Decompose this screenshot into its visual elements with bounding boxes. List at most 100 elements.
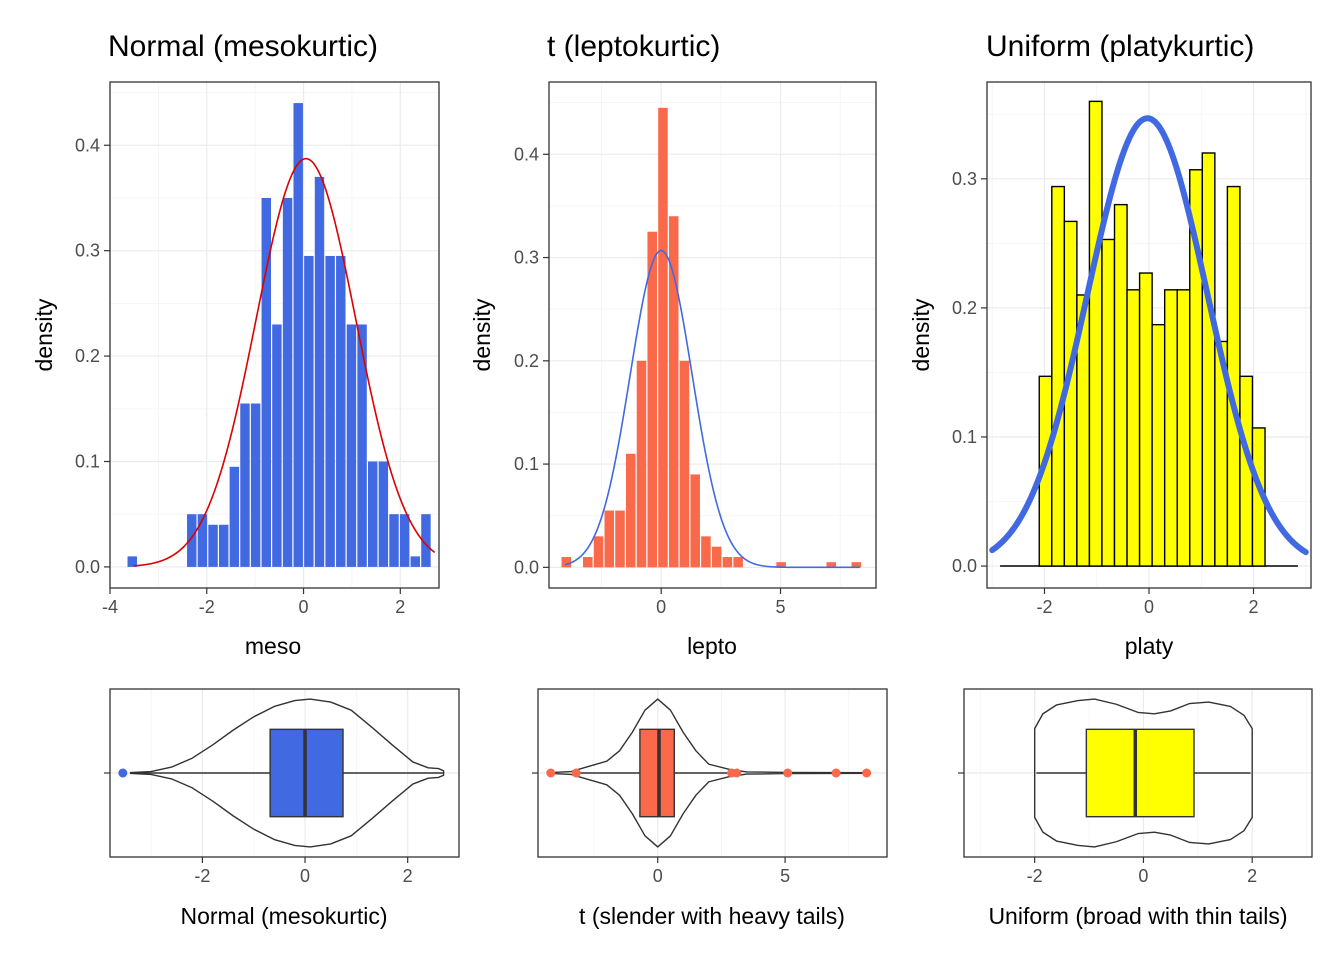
y-axis-label: density (469, 298, 495, 371)
histogram-bar (304, 255, 314, 567)
x-tick-label: -2 (199, 597, 215, 617)
histogram-bar (636, 360, 647, 568)
y-tick-label: 0.0 (75, 557, 100, 577)
y-tick-label: 0.2 (514, 351, 539, 371)
histogram-bar (357, 324, 367, 567)
x-axis-label: meso (245, 633, 301, 659)
histogram-bar (711, 546, 722, 568)
histogram-bar (1113, 203, 1128, 567)
y-tick-label: 0.3 (75, 241, 100, 261)
y-tick-label: 0.0 (514, 557, 539, 577)
panel-title: Uniform (platykurtic) (986, 30, 1254, 63)
histogram-bar (282, 197, 293, 567)
panel-uniform-violin: -2 0 2 Uniform (broad with thin tails) (958, 688, 1313, 929)
histogram-bar (314, 176, 325, 567)
violin-outline (1033, 698, 1253, 848)
histogram-bar (1151, 323, 1166, 567)
histogram-bar (367, 461, 378, 567)
x-axis-label: lepto (687, 633, 737, 659)
y-axis-label: density (908, 298, 934, 371)
x-tick-label: -2 (1027, 866, 1043, 886)
panel-t-violin: 0 5 t (slender with heavy tails) (532, 688, 888, 929)
histogram-bar (851, 562, 862, 568)
y-tick-label: 0.2 (952, 298, 977, 318)
y-tick-label: 0.1 (75, 452, 100, 472)
histogram-bar (346, 324, 357, 567)
outlier-point (546, 768, 556, 778)
x-tick-label: 5 (780, 866, 790, 886)
outlier-point (783, 768, 793, 778)
density-curve (989, 115, 1309, 556)
histogram-bar (593, 536, 604, 568)
histogram-bar (625, 453, 636, 568)
x-tick-label: 2 (395, 597, 405, 617)
histogram-bar (1201, 152, 1216, 567)
x-axis-label: Normal (mesokurtic) (180, 903, 387, 929)
histogram-bar (250, 403, 261, 567)
histogram-bar (229, 466, 240, 567)
histogram-bar (1176, 289, 1191, 567)
panel-title: t (leptokurtic) (547, 30, 720, 63)
histogram-bar (240, 403, 250, 567)
histogram-bar (208, 524, 218, 567)
histogram-bar (197, 514, 208, 567)
panel-normal-violin: -2 0 2 Normal (mesokurtic) (104, 688, 460, 929)
histogram-bar (733, 557, 743, 568)
histogram-bar (583, 557, 593, 568)
panel-border (109, 688, 460, 858)
histogram-bar (218, 524, 229, 567)
histogram-bar (293, 103, 303, 567)
histogram-bar (658, 107, 668, 568)
x-tick-label: 0 (653, 866, 663, 886)
box-iqr (639, 728, 675, 818)
outlier-point (831, 768, 841, 778)
histogram-bar (668, 216, 679, 568)
histogram-bar (776, 562, 786, 568)
histogram-bar (272, 324, 282, 567)
x-tick-label: -4 (102, 597, 118, 617)
outlier-point (862, 768, 872, 778)
panel-border (537, 688, 888, 858)
y-tick-label: 0.1 (514, 454, 539, 474)
y-tick-label: 0.1 (952, 427, 977, 447)
histogram-bar (701, 536, 711, 568)
histogram-bar (127, 556, 137, 567)
histogram-bar (1138, 272, 1153, 567)
panel-uniform-histogram: -2 0 2 0.0 0.1 0.2 0.3 Uniform (platykurtic) pla… (908, 30, 1312, 659)
x-axis-label: platy (1125, 633, 1174, 659)
histogram-bar (722, 557, 733, 568)
x-tick-label: -2 (1036, 597, 1052, 617)
panel-border (548, 81, 877, 589)
histogram-bar (378, 461, 389, 567)
histogram-bar (690, 474, 700, 568)
x-tick-label: 0 (1138, 866, 1148, 886)
histogram-bar (647, 231, 658, 568)
outlier-point (118, 768, 128, 778)
x-tick-label: 0 (656, 597, 666, 617)
histogram-bar (399, 514, 410, 567)
histogram-bar (1088, 100, 1103, 567)
box-iqr (1085, 728, 1195, 818)
x-tick-label: 2 (403, 866, 413, 886)
outlier-point (571, 768, 581, 778)
y-tick-label: 0.0 (952, 556, 977, 576)
histogram-bar (336, 255, 346, 567)
y-tick-label: 0.4 (514, 144, 539, 164)
histogram-bar (679, 360, 690, 568)
histogram-bar (604, 510, 615, 568)
outlier-point (732, 768, 742, 778)
violin-outline (129, 698, 445, 848)
panel-t-histogram: 0 5 0.0 0.1 0.2 0.3 0.4 t (leptokurtic) lepto den… (469, 30, 877, 659)
x-axis-label: t (slender with heavy tails) (579, 903, 845, 929)
panel-normal-histogram: -4 -2 0 2 0.0 0.1 0.2 0.3 0.4 Normal (mesokurtic)… (31, 30, 440, 659)
x-tick-label: -2 (194, 866, 210, 886)
density-curve (133, 157, 435, 567)
histogram-bar (261, 197, 271, 567)
y-tick-label: 0.3 (514, 248, 539, 268)
panel-title: Normal (mesokurtic) (108, 30, 378, 63)
x-tick-label: 0 (1144, 597, 1154, 617)
y-tick-label: 0.3 (952, 169, 977, 189)
histogram-bar (1051, 185, 1066, 567)
y-axis-label: density (31, 298, 57, 371)
